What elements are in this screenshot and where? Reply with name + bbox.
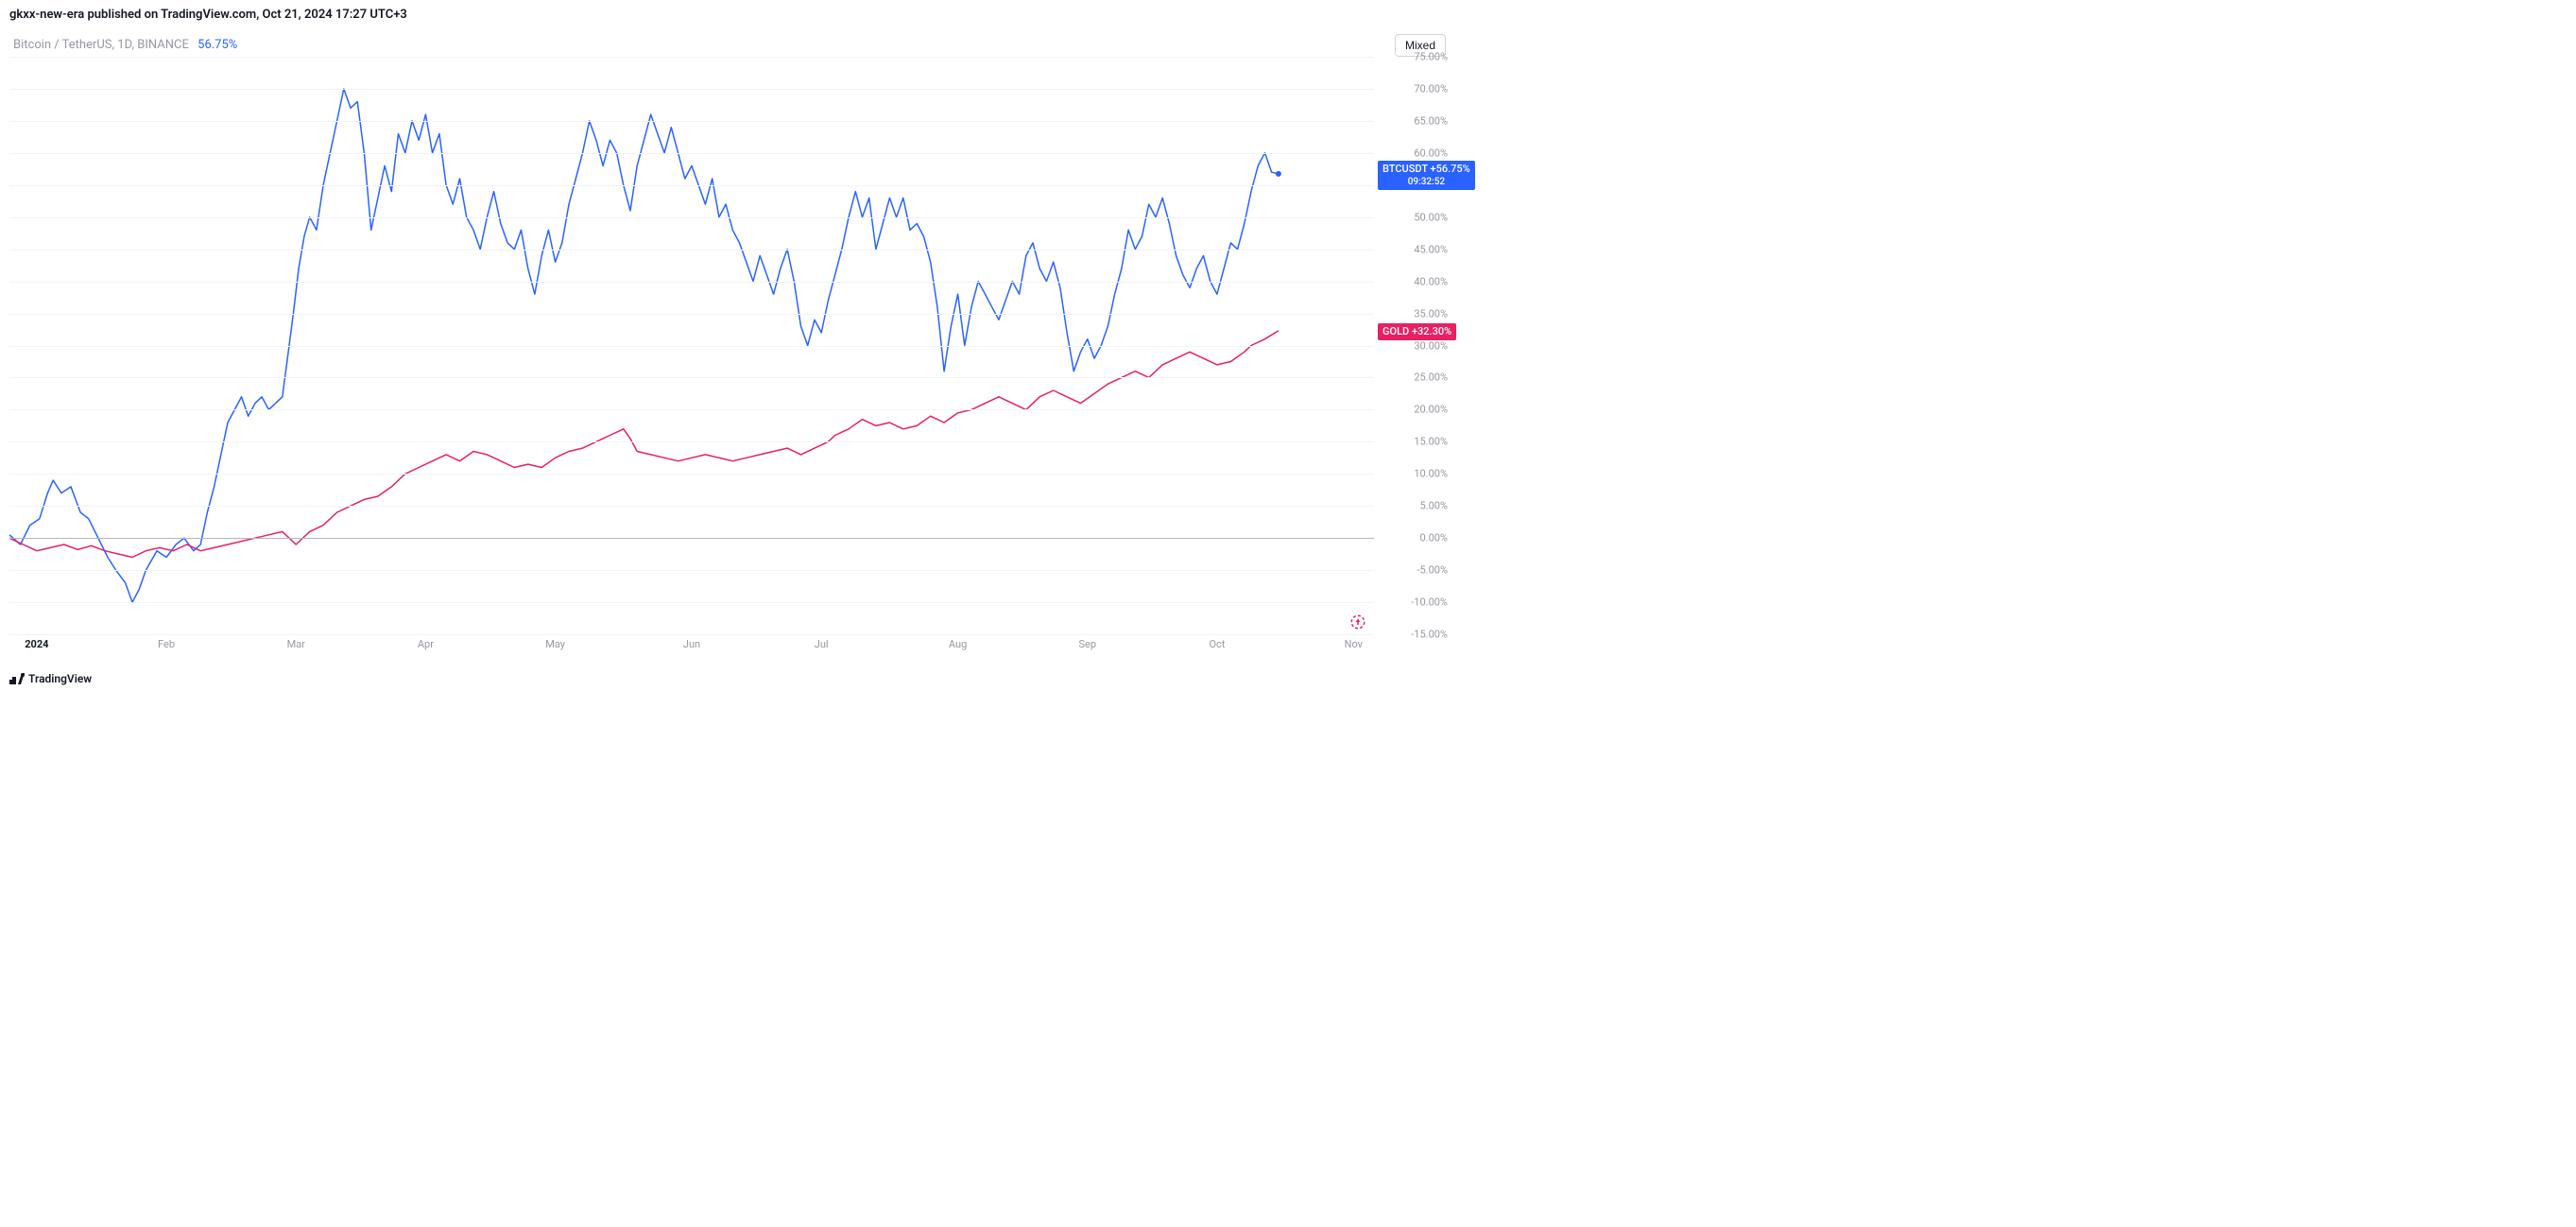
pair-label: Bitcoin / TetherUS, 1D, BINANCE <box>13 38 189 52</box>
grid-line <box>9 282 1374 283</box>
y-tick-label: 60.00% <box>1414 147 1448 159</box>
series-gold <box>9 331 1279 558</box>
grid-line <box>9 153 1374 154</box>
x-tick-label: Aug <box>949 638 967 650</box>
grid-line <box>9 346 1374 347</box>
y-tick-label: 50.00% <box>1414 211 1448 223</box>
y-tick-label: 70.00% <box>1414 82 1448 95</box>
y-tick-label: 20.00% <box>1414 404 1448 416</box>
x-tick-label: Feb <box>158 638 175 650</box>
y-tick-label: -5.00% <box>1417 564 1448 577</box>
grid-line <box>9 89 1374 90</box>
grid-line <box>9 506 1374 507</box>
x-tick-label: Sep <box>1078 638 1096 650</box>
x-tick-label: Oct <box>1209 638 1225 650</box>
y-tick-label: 40.00% <box>1414 275 1448 287</box>
grid-line <box>9 57 1374 58</box>
x-tick-label: Mar <box>287 638 305 650</box>
grid-line <box>9 217 1374 218</box>
y-tick-label: 10.00% <box>1414 468 1448 480</box>
y-tick-label: 25.00% <box>1414 372 1448 384</box>
x-tick-label: 2024 <box>25 638 48 650</box>
grid-line <box>9 570 1374 571</box>
grid-line <box>9 121 1374 122</box>
grid-line <box>9 409 1374 410</box>
series-end-dot <box>1276 171 1281 177</box>
x-axis: 2024 Feb Mar Apr May Jun Jul Aug Sep Oct Nov <box>9 638 1374 655</box>
price-tag-btcusdt: BTCUSDT +56.75%09:32:52 <box>1378 161 1475 190</box>
snapshot-icon[interactable] <box>1349 614 1366 631</box>
y-tick-label: 5.00% <box>1419 500 1448 512</box>
zero-line <box>9 538 1374 539</box>
x-tick-label: Jul <box>815 638 829 650</box>
grid-line <box>9 634 1374 635</box>
y-tick-label: 65.00% <box>1414 114 1448 127</box>
grid-line <box>9 250 1374 251</box>
publish-caption: gkxx-new-era published on TradingView.co… <box>9 8 407 22</box>
y-tick-label: -10.00% <box>1411 596 1448 609</box>
x-tick-label: Nov <box>1345 638 1363 650</box>
price-tag-gold: GOLD +32.30% <box>1378 323 1456 340</box>
grid-line <box>9 474 1374 475</box>
symbol-info: Bitcoin / TetherUS, 1D, BINANCE 56.75% <box>13 38 237 52</box>
y-tick-label: -15.00% <box>1411 629 1448 641</box>
x-tick-label: Apr <box>418 638 434 650</box>
y-tick-label: 75.00% <box>1414 51 1448 63</box>
y-tick-label: 15.00% <box>1414 436 1448 448</box>
y-tick-label: 35.00% <box>1414 307 1448 320</box>
y-axis: -15.00%-10.00%-5.00%0.00%5.00%10.00%15.0… <box>1378 57 1455 634</box>
x-tick-label: May <box>545 638 565 650</box>
tradingview-logo[interactable]: TradingView <box>9 672 92 685</box>
grid-line <box>9 377 1374 378</box>
y-tick-label: 0.00% <box>1419 532 1448 544</box>
grid-line <box>9 185 1374 186</box>
grid-line <box>9 441 1374 442</box>
grid-line <box>9 314 1374 315</box>
footer-text: TradingView <box>28 672 92 685</box>
y-tick-label: 45.00% <box>1414 243 1448 255</box>
grid-line <box>9 602 1374 603</box>
y-tick-label: 30.00% <box>1414 339 1448 352</box>
pair-pct: 56.75% <box>197 38 237 52</box>
chart-area[interactable] <box>9 57 1374 634</box>
x-tick-label: Jun <box>683 638 700 650</box>
